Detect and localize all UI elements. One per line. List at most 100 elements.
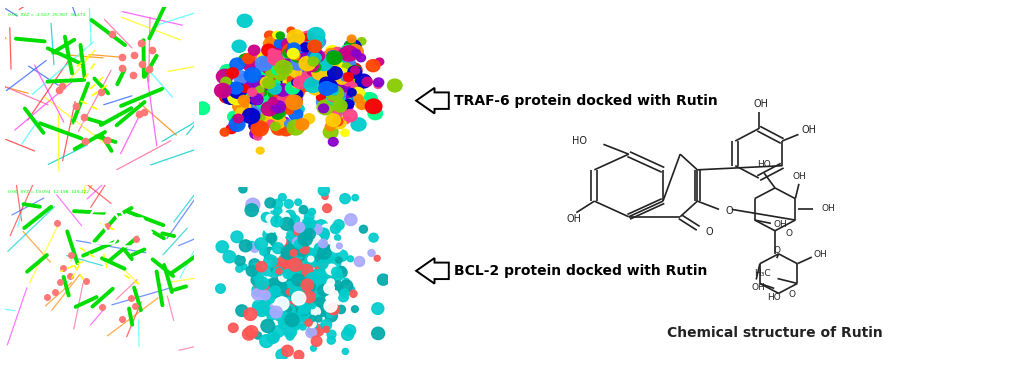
Circle shape (343, 100, 354, 108)
Circle shape (344, 63, 362, 78)
Circle shape (286, 27, 294, 34)
Circle shape (271, 250, 277, 256)
Circle shape (220, 128, 229, 136)
Circle shape (234, 255, 245, 265)
Circle shape (305, 303, 311, 309)
Text: GLU565: GLU565 (87, 46, 110, 51)
Circle shape (315, 77, 332, 92)
Circle shape (251, 88, 264, 99)
Circle shape (332, 285, 341, 294)
Circle shape (312, 65, 329, 80)
Circle shape (250, 263, 262, 274)
Circle shape (232, 115, 242, 123)
Circle shape (338, 72, 346, 79)
Circle shape (279, 213, 289, 223)
Circle shape (283, 269, 292, 279)
Circle shape (292, 43, 301, 51)
Circle shape (282, 249, 297, 262)
Circle shape (343, 71, 352, 78)
Circle shape (273, 98, 289, 112)
Circle shape (308, 320, 317, 329)
Circle shape (260, 97, 277, 111)
Circle shape (281, 82, 293, 92)
Circle shape (324, 65, 338, 78)
Circle shape (268, 278, 279, 289)
Circle shape (315, 277, 327, 289)
Circle shape (229, 58, 245, 71)
Circle shape (339, 73, 350, 82)
Circle shape (347, 79, 360, 90)
Circle shape (303, 255, 311, 263)
Circle shape (255, 281, 268, 293)
Circle shape (327, 279, 334, 286)
Circle shape (291, 297, 302, 307)
Circle shape (308, 40, 321, 52)
Circle shape (328, 60, 336, 67)
Circle shape (285, 80, 298, 92)
Circle shape (351, 66, 359, 74)
Circle shape (284, 199, 293, 208)
Circle shape (322, 84, 337, 97)
Circle shape (336, 101, 346, 109)
Circle shape (291, 79, 300, 86)
Circle shape (323, 326, 329, 332)
Circle shape (310, 303, 320, 314)
Circle shape (352, 87, 364, 98)
Text: O: O (772, 246, 780, 255)
Circle shape (341, 63, 350, 70)
Circle shape (232, 90, 242, 98)
Circle shape (304, 52, 315, 61)
Circle shape (298, 232, 312, 246)
Circle shape (271, 281, 280, 290)
Circle shape (302, 294, 312, 303)
Circle shape (293, 222, 305, 232)
Circle shape (344, 73, 357, 84)
Circle shape (327, 90, 340, 102)
Circle shape (279, 239, 287, 247)
Circle shape (288, 83, 303, 96)
Circle shape (318, 168, 324, 173)
Circle shape (289, 98, 301, 108)
Circle shape (326, 289, 338, 300)
Circle shape (346, 256, 354, 262)
Circle shape (301, 45, 317, 60)
Circle shape (242, 75, 255, 87)
Circle shape (307, 292, 314, 299)
Circle shape (371, 104, 381, 113)
Circle shape (263, 305, 275, 315)
Circle shape (345, 86, 357, 96)
Circle shape (305, 319, 312, 326)
Circle shape (299, 308, 305, 314)
Circle shape (297, 295, 305, 303)
Circle shape (258, 70, 274, 84)
Circle shape (244, 68, 261, 82)
Circle shape (291, 305, 304, 317)
Circle shape (282, 94, 296, 106)
Circle shape (252, 300, 265, 313)
Circle shape (251, 94, 268, 109)
Circle shape (336, 64, 353, 78)
Circle shape (300, 257, 307, 263)
Circle shape (287, 42, 298, 51)
Circle shape (290, 224, 299, 231)
Circle shape (282, 261, 289, 268)
Circle shape (293, 49, 302, 56)
Circle shape (303, 271, 317, 284)
Circle shape (303, 114, 314, 124)
Circle shape (293, 287, 308, 300)
Circle shape (346, 39, 357, 47)
Circle shape (331, 267, 341, 277)
Circle shape (336, 78, 346, 86)
Circle shape (291, 298, 298, 305)
Circle shape (276, 89, 291, 102)
Circle shape (335, 57, 347, 68)
Circle shape (277, 285, 287, 295)
Circle shape (310, 285, 318, 293)
Circle shape (301, 307, 313, 319)
Circle shape (326, 310, 333, 317)
Circle shape (292, 314, 307, 328)
Circle shape (323, 254, 332, 263)
Circle shape (265, 279, 272, 285)
Circle shape (325, 273, 333, 281)
Circle shape (305, 303, 317, 315)
